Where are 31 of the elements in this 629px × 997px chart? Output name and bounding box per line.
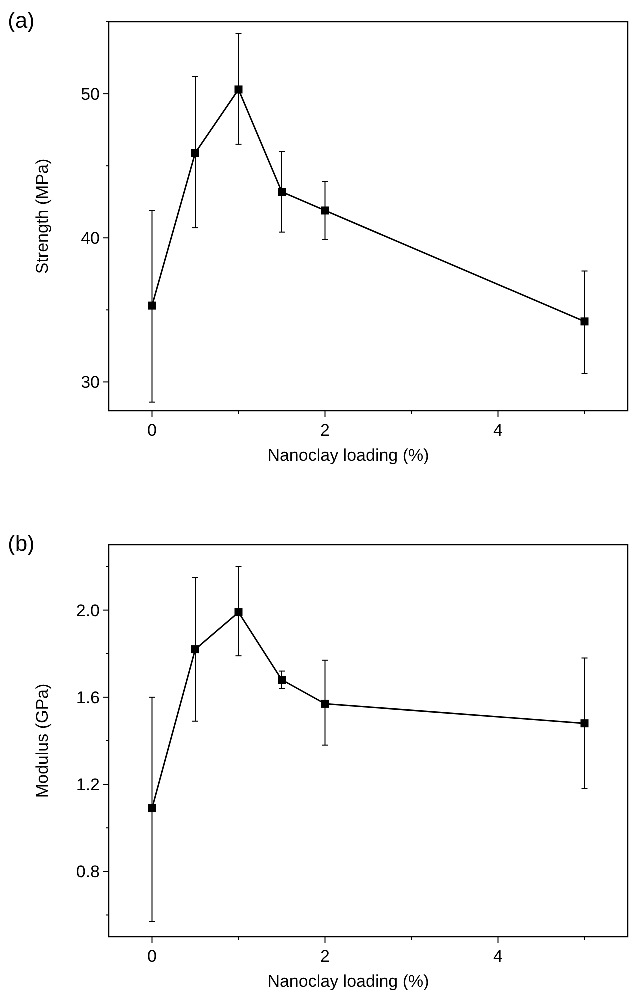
y-tick-label: 1.2	[76, 776, 100, 795]
point	[580, 318, 589, 326]
point	[278, 188, 286, 196]
x-tick-label: 4	[494, 421, 503, 440]
point	[580, 720, 589, 728]
y-tick-label: 50	[81, 85, 100, 104]
point	[234, 86, 243, 94]
point	[192, 149, 200, 158]
y-axis-title: Strength (MPa)	[33, 158, 52, 274]
point	[234, 608, 243, 617]
chart-title: (b)	[8, 531, 35, 556]
y-tick-label: 40	[81, 229, 100, 248]
x-tick-label: 0	[148, 421, 157, 440]
point	[278, 676, 286, 684]
point	[321, 206, 330, 215]
y-tick-label: 30	[81, 373, 100, 392]
point	[148, 302, 156, 310]
chart-title: (a)	[8, 8, 35, 33]
x-axis-title: Nanoclay loading (%)	[268, 972, 430, 991]
x-tick-label: 4	[494, 947, 503, 966]
x-axis-title: Nanoclay loading (%)	[268, 446, 430, 465]
point	[148, 804, 156, 813]
y-axis-title: Modulus (GPa)	[33, 684, 52, 798]
y-tick-label: 2.0	[76, 601, 100, 620]
point	[192, 646, 200, 654]
x-tick-label: 0	[148, 947, 157, 966]
y-tick-label: 1.6	[76, 688, 100, 708]
x-tick-label: 2	[320, 947, 330, 966]
point	[321, 700, 330, 708]
y-tick-label: 0.8	[76, 862, 100, 882]
x-tick-label: 2	[320, 421, 330, 440]
